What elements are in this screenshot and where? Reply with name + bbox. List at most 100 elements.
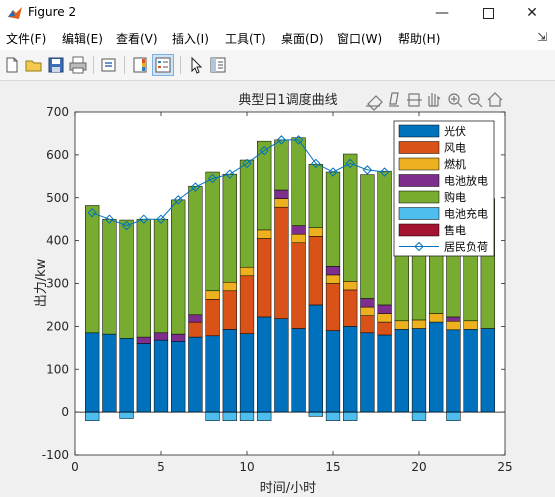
bar-buy-11 [257, 140, 272, 231]
legend-icon[interactable] [152, 54, 174, 76]
bar-fuel-18 [377, 313, 392, 323]
bar-wind-10 [239, 275, 255, 334]
menu-help[interactable]: 帮助(H) [398, 32, 441, 46]
bar-fuel-15 [325, 274, 341, 284]
legend-swatch-pv [398, 124, 440, 138]
bar-pv-5 [153, 339, 169, 413]
load-marker [328, 167, 338, 177]
x-tick-label: 25 [497, 460, 512, 474]
legend-swatch-buy [398, 190, 440, 204]
y-tick-label: 300 [46, 277, 69, 291]
bar-charge-22 [446, 411, 461, 421]
y-tick-label: 100 [46, 362, 69, 376]
zoom-out-icon[interactable] [468, 93, 483, 108]
bar-wind-8 [205, 299, 220, 337]
menu-insert[interactable]: 插入(I) [172, 32, 209, 46]
load-marker [139, 214, 149, 224]
bar-pv-13 [291, 328, 306, 413]
bar-fuel-11 [257, 229, 272, 239]
chart-title: 典型日1调度曲线 [238, 92, 337, 108]
bar-charge-14 [308, 411, 323, 417]
bar-buy-6 [171, 199, 186, 335]
bar-pv-16 [343, 326, 358, 413]
legend-swatch-wind [398, 141, 440, 154]
bar-fuel-14 [308, 227, 323, 237]
bar-buy-16 [343, 153, 358, 282]
brush-icon[interactable] [389, 92, 399, 107]
new-figure-icon[interactable] [2, 55, 22, 75]
menu-edit[interactable]: 编辑(E) [62, 32, 103, 46]
load-marker [87, 208, 97, 218]
legend-swatch-sell [398, 223, 440, 237]
x-tick-label: 0 [71, 460, 79, 474]
figure-area: -100 0 100 200 300 400 500 600 700 0 5 10 15 20 25 典型… [0, 81, 555, 496]
bar-wind-15 [325, 283, 341, 331]
bar-discharge-12 [274, 189, 289, 199]
x-tick-label: 10 [239, 460, 254, 474]
minimize-button[interactable]: — [435, 5, 449, 21]
legend-label-discharge: 电池放电 [444, 174, 488, 188]
bar-buy-1 [85, 205, 100, 334]
bar-wind-13 [291, 242, 306, 329]
bar-pv-23 [463, 329, 478, 413]
close-button[interactable]: ✕ [526, 5, 538, 21]
y-axis-label: 出力/kw [34, 258, 49, 307]
maximize-icon [482, 7, 494, 19]
bar-discharge-7 [188, 314, 203, 323]
colorbar-icon[interactable] [130, 55, 150, 75]
y-tick-label: -100 [42, 448, 69, 462]
home-icon[interactable] [487, 92, 503, 107]
y-tick-label: 200 [46, 319, 69, 333]
link-plot-icon[interactable] [99, 55, 119, 75]
bar-charge-16 [343, 411, 358, 421]
bar-wind-14 [308, 236, 323, 306]
bar-fuel-20 [411, 319, 427, 329]
load-marker [207, 173, 218, 184]
bar-charge-20 [411, 411, 427, 421]
bar-pv-9 [222, 329, 237, 413]
bar-discharge-6 [171, 333, 186, 342]
bar-fuel-13 [291, 233, 306, 244]
bar-buy-14 [308, 164, 323, 229]
pin-icon[interactable]: ⇲ [536, 30, 547, 44]
legend-swatch-charge [398, 207, 440, 220]
property-inspector-icon[interactable] [208, 55, 228, 75]
print-icon[interactable] [68, 55, 88, 75]
pan-hand-icon[interactable] [428, 93, 441, 107]
save-icon[interactable] [46, 55, 66, 75]
menu-desktop[interactable]: 桌面(D) [281, 32, 324, 46]
x-tick-label: 15 [325, 460, 340, 474]
bar-wind-18 [377, 321, 392, 336]
bar-pv-20 [411, 328, 427, 413]
zoom-in-icon[interactable] [448, 93, 463, 108]
bar-buy-3 [119, 219, 134, 339]
bar-discharge-22 [446, 316, 461, 322]
menu-file[interactable]: 文件(F) [6, 32, 47, 46]
toolbar-separator [180, 56, 181, 74]
bar-charge-9 [222, 411, 237, 421]
bar-buy-7 [188, 185, 203, 316]
open-folder-icon[interactable] [24, 55, 44, 75]
data-tips-icon[interactable] [407, 93, 422, 107]
menu-view[interactable]: 查看(V) [116, 32, 158, 46]
x-tick-label: 5 [157, 460, 165, 474]
export-icon[interactable] [366, 95, 383, 111]
bar-discharge-18 [377, 304, 392, 314]
maximize-button[interactable] [465, 0, 511, 26]
menu-tools[interactable]: 工具(T) [225, 32, 266, 46]
x-tick-label: 20 [411, 460, 426, 474]
bar-charge-8 [205, 411, 220, 421]
bar-discharge-13 [291, 225, 306, 235]
toolbar-separator [124, 56, 125, 74]
bar-charge-1 [85, 411, 100, 421]
pointer-arrow-icon[interactable] [186, 55, 206, 75]
toolbar [0, 50, 555, 81]
legend-label-sell: 售电 [444, 223, 466, 237]
menu-window[interactable]: 窗口(W) [337, 32, 383, 46]
bar-wind-17 [360, 315, 375, 334]
load-marker [242, 158, 252, 169]
bar-wind-16 [343, 289, 358, 327]
y-axis: -100 0 100 200 300 400 500 600 700 [42, 105, 505, 462]
